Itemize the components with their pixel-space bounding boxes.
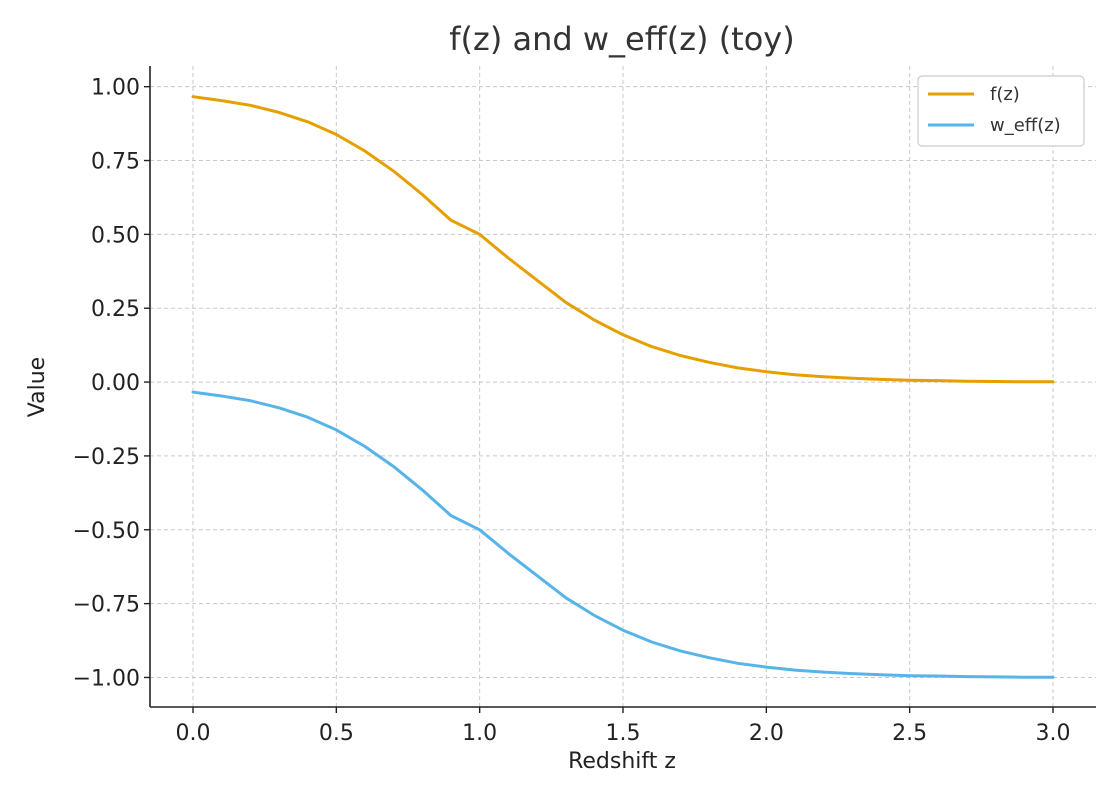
x-ticks: 0.0 0.5 1.0 1.5 2.0 2.5 3.0 — [176, 707, 1071, 746]
legend-label-weff: w_eff(z) — [990, 115, 1061, 136]
series-line-f — [191, 95, 1055, 384]
y-tick-label: 1.00 — [91, 76, 140, 101]
grid — [150, 66, 1096, 707]
y-tick-label: −0.50 — [73, 519, 140, 544]
x-tick-label: 1.5 — [606, 721, 641, 746]
legend-label-f: f(z) — [990, 84, 1020, 105]
series-line-weff — [191, 390, 1055, 679]
y-tick-label: 0.00 — [91, 371, 140, 396]
x-tick-label: 0.0 — [176, 721, 211, 746]
x-tick-label: 2.5 — [892, 721, 927, 746]
y-tick-label: −1.00 — [73, 666, 140, 691]
y-ticks: 1.00 0.75 0.50 0.25 0.00 −0.25 −0.50 −0.75 −1.00 — [73, 76, 150, 691]
y-tick-label: 0.50 — [91, 223, 140, 248]
x-tick-label: 0.5 — [319, 721, 354, 746]
x-axis-label: Redshift z — [568, 749, 676, 774]
y-tick-label: 0.75 — [91, 150, 140, 175]
chart-title: f(z) and w_eff(z) (toy) — [449, 20, 794, 58]
y-tick-label: 0.25 — [91, 297, 140, 322]
series-lines — [191, 95, 1055, 679]
legend: f(z) w_eff(z) — [917, 75, 1085, 147]
y-axis-label: Value — [25, 357, 50, 417]
y-tick-label: −0.25 — [73, 445, 140, 470]
x-tick-label: 3.0 — [1036, 721, 1071, 746]
x-tick-label: 1.0 — [462, 721, 497, 746]
y-tick-label: −0.75 — [73, 593, 140, 618]
x-tick-label: 2.0 — [749, 721, 784, 746]
